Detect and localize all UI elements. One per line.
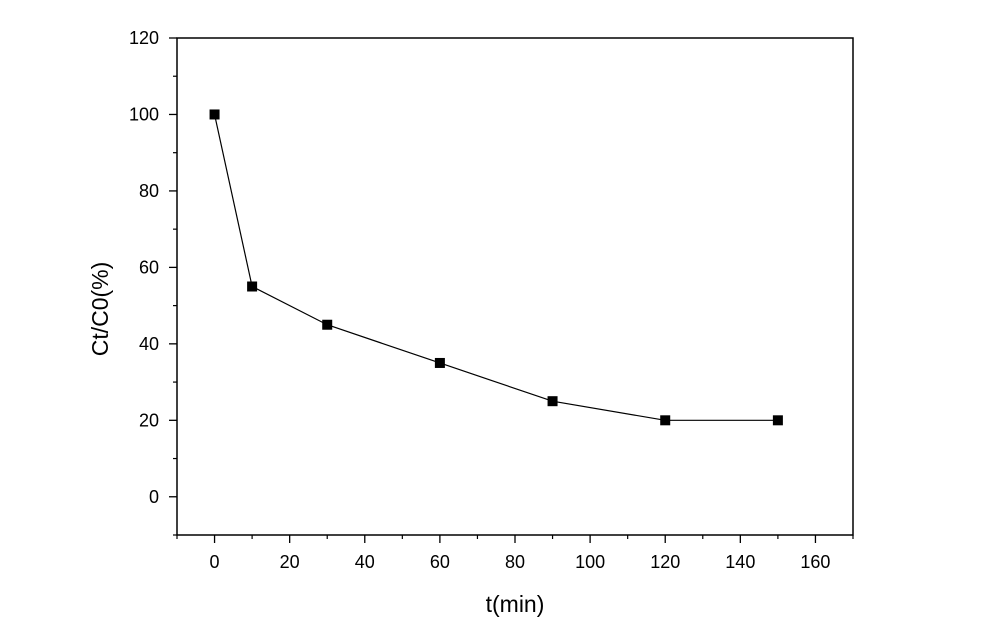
x-tick-label: 40	[355, 552, 375, 572]
data-point	[660, 415, 671, 426]
x-axis-tick-labels: 0 20 40 60 80 100 120 140 160	[210, 552, 831, 572]
x-axis-ticks	[176, 535, 854, 543]
y-tick-label: 120	[129, 28, 159, 48]
y-axis-ticks	[169, 37, 177, 536]
data-point	[434, 357, 445, 368]
y-tick-label: 40	[139, 334, 159, 354]
series-layer	[209, 109, 783, 426]
series-line	[213, 114, 778, 421]
x-tick-label: 120	[650, 552, 680, 572]
plot-frame	[176, 37, 854, 536]
x-axis-title: t(min)	[486, 591, 545, 617]
y-tick-label: 0	[149, 487, 159, 507]
x-tick-label: 80	[505, 552, 525, 572]
x-tick-label: 20	[280, 552, 300, 572]
data-point	[247, 281, 258, 292]
data-point	[547, 396, 558, 407]
y-tick-label: 100	[129, 104, 159, 124]
y-tick-label: 60	[139, 257, 159, 277]
x-tick-label: 140	[725, 552, 755, 572]
data-point	[772, 415, 783, 426]
x-tick-label: 160	[800, 552, 830, 572]
y-axis-title: Ct/C0(%)	[87, 262, 113, 357]
data-point	[322, 319, 333, 330]
data-point	[209, 109, 220, 120]
y-tick-label: 20	[139, 410, 159, 430]
x-tick-label: 60	[430, 552, 450, 572]
y-axis-tick-labels: 0 20 40 60 80 100 120	[129, 28, 159, 507]
y-tick-label: 80	[139, 181, 159, 201]
x-tick-label: 100	[575, 552, 605, 572]
x-tick-label: 0	[210, 552, 220, 572]
